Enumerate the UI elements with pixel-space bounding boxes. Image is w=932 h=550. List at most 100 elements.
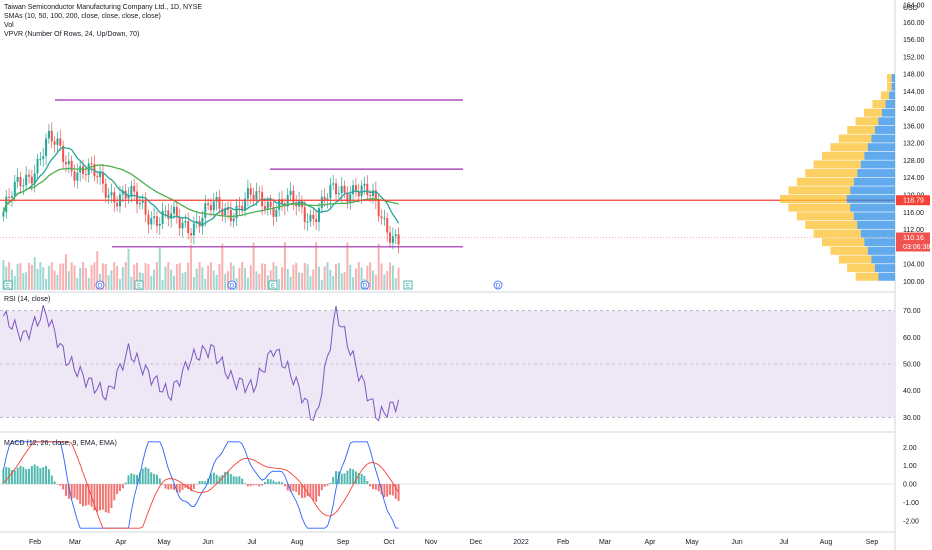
macd-histogram-bar bbox=[138, 472, 141, 485]
volume-bar bbox=[249, 265, 252, 290]
time-tick-label: May bbox=[685, 539, 699, 546]
volume-bar bbox=[269, 270, 272, 290]
candle-body bbox=[227, 208, 230, 211]
symbol-title[interactable]: Taiwan Semiconductor Manufacturing Compa… bbox=[4, 4, 203, 11]
candle-body bbox=[175, 206, 178, 218]
sma-indicator-label[interactable]: SMAs (10, 50, 100, 200, close, close, cl… bbox=[4, 13, 161, 20]
volume-profile-row-down bbox=[796, 212, 854, 221]
rsi-tick-label: 30.00 bbox=[903, 415, 921, 422]
macd-histogram-bar bbox=[124, 482, 127, 485]
volume-bar bbox=[255, 271, 258, 290]
candle-body bbox=[25, 174, 28, 186]
candle-body bbox=[170, 213, 173, 219]
macd-histogram-bar bbox=[192, 484, 195, 489]
macd-histogram-bar bbox=[121, 484, 124, 489]
macd-histogram-bar bbox=[53, 481, 56, 485]
rsi-label[interactable]: RSI (14, close) bbox=[4, 296, 51, 303]
volume-profile-row-up bbox=[864, 151, 895, 160]
volume-bar bbox=[62, 263, 65, 290]
volume-profile-row-down bbox=[847, 125, 875, 134]
volume-bar bbox=[329, 269, 332, 290]
candle-body bbox=[187, 221, 190, 234]
macd-histogram-bar bbox=[116, 484, 119, 495]
macd-histogram-bar bbox=[16, 467, 19, 485]
candle-body bbox=[116, 202, 119, 207]
macd-histogram-bar bbox=[335, 471, 338, 485]
macd-histogram-bar bbox=[39, 468, 42, 485]
volume-bar bbox=[8, 262, 11, 290]
macd-label[interactable]: MACD (12, 26, close, 9, EMA, EMA) bbox=[4, 440, 117, 447]
vpvr-indicator-label[interactable]: VPVR (Number Of Rows, 24, Up/Down, 70) bbox=[4, 31, 140, 38]
candle-body bbox=[335, 183, 338, 195]
macd-histogram-bar bbox=[181, 484, 184, 490]
macd-histogram-bar bbox=[272, 480, 275, 485]
price-tick-label: 104.00 bbox=[903, 262, 925, 269]
macd-histogram-bar bbox=[263, 481, 266, 485]
volume-profile-row-up bbox=[857, 169, 895, 178]
candle-body bbox=[144, 201, 147, 215]
candle-body bbox=[363, 183, 366, 186]
poc-price-tag bbox=[896, 195, 930, 206]
candle-body bbox=[377, 199, 380, 217]
volume-profile-row-up bbox=[867, 246, 895, 255]
volume-bar bbox=[116, 265, 119, 290]
candle-body bbox=[232, 218, 235, 222]
volume-bar bbox=[391, 265, 394, 290]
macd-histogram-bar bbox=[309, 484, 312, 498]
macd-tick-label: 2.00 bbox=[903, 445, 917, 452]
macd-histogram-bar bbox=[261, 484, 264, 486]
volume-bar bbox=[346, 242, 349, 290]
price-tick-label: 116.00 bbox=[903, 210, 924, 217]
volume-bar bbox=[215, 274, 218, 290]
candle-body bbox=[275, 209, 278, 217]
volume-bar bbox=[73, 265, 76, 290]
candle-body bbox=[215, 196, 218, 202]
candle-body bbox=[357, 192, 360, 197]
dividend-marker bbox=[493, 280, 503, 290]
macd-histogram-bar bbox=[332, 477, 335, 485]
sma-line bbox=[2, 164, 399, 218]
volume-bar bbox=[252, 242, 255, 290]
macd-histogram-bar bbox=[329, 482, 332, 485]
price-tick-label: 152.00 bbox=[903, 54, 925, 61]
candle-body bbox=[292, 190, 295, 203]
candle-body bbox=[281, 199, 284, 204]
volume-bar bbox=[30, 264, 33, 290]
price-tick-label: 128.00 bbox=[903, 158, 925, 165]
volume-profile-row-down bbox=[796, 177, 854, 186]
candle-body bbox=[258, 191, 261, 193]
macd-histogram-bar bbox=[118, 484, 121, 492]
volume-indicator-label[interactable]: Vol bbox=[4, 22, 14, 29]
volume-bar bbox=[127, 248, 130, 290]
volume-profile-row-down bbox=[830, 143, 868, 152]
candle-body bbox=[329, 184, 332, 199]
macd-histogram-bar bbox=[212, 472, 215, 485]
volume-bar bbox=[10, 269, 13, 290]
candle-body bbox=[167, 210, 170, 219]
macd-histogram-bar bbox=[104, 484, 107, 513]
macd-histogram-bar bbox=[30, 465, 33, 485]
candle-body bbox=[110, 192, 113, 196]
volume-bar bbox=[394, 278, 397, 290]
macd-histogram-bar bbox=[249, 484, 252, 487]
volume-bar bbox=[170, 269, 173, 290]
volume-bar bbox=[283, 242, 286, 290]
candle-body bbox=[346, 192, 349, 203]
volume-profile-row-up bbox=[878, 117, 895, 126]
volume-bar bbox=[181, 273, 184, 290]
volume-profile-row-down bbox=[880, 91, 890, 100]
volume-bar bbox=[227, 271, 230, 290]
volume-bar bbox=[39, 262, 42, 290]
candle-body bbox=[153, 216, 156, 219]
volume-bar bbox=[377, 243, 380, 290]
volume-bar bbox=[22, 273, 25, 290]
macd-histogram-bar bbox=[286, 484, 289, 491]
candle-body bbox=[113, 192, 116, 203]
volume-profile-row-up bbox=[853, 212, 895, 221]
volume-profile-row-up bbox=[874, 264, 895, 273]
volume-bar bbox=[272, 262, 275, 290]
earnings-marker bbox=[134, 280, 144, 290]
candle-body bbox=[209, 205, 212, 211]
macd-histogram-bar bbox=[363, 475, 366, 485]
